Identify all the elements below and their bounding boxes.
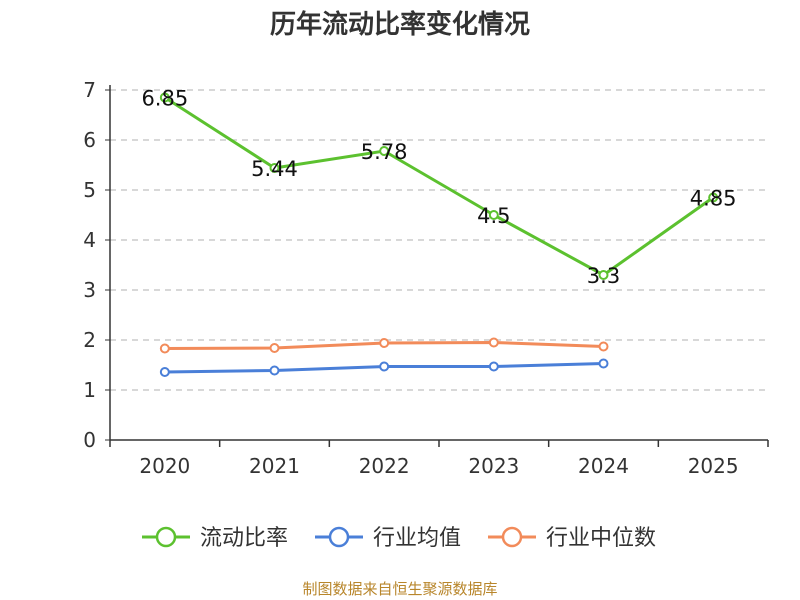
data-point — [269, 365, 280, 376]
data-point — [159, 343, 170, 354]
data-label: 5.78 — [361, 140, 408, 164]
y-tick-label: 6 — [83, 128, 96, 152]
y-tick-label: 3 — [83, 278, 96, 302]
data-point — [159, 92, 170, 103]
legend-label: 行业中位数 — [546, 526, 656, 551]
footer-source: 制图数据来自恒生聚源数据库 — [302, 580, 498, 598]
x-tick-label: 2020 — [139, 454, 190, 478]
legend-swatch-marker — [328, 526, 350, 548]
data-point — [379, 361, 390, 372]
x-tick-label: 2024 — [578, 454, 629, 478]
series-lines — [159, 92, 719, 377]
grid-lines — [110, 89, 768, 391]
data-label: 5.44 — [251, 157, 298, 181]
x-tick-label: 2025 — [688, 454, 739, 478]
data-point — [269, 163, 280, 173]
data-point — [598, 358, 609, 369]
data-labels: 6.85 5.44 5.78 4.5 3.3 4.85 — [141, 87, 736, 289]
y-tick-label: 0 — [83, 428, 96, 452]
data-label: 6.85 — [141, 87, 188, 111]
chart-title: 历年流动比率变化情况 — [269, 10, 530, 40]
data-point — [379, 146, 390, 156]
legend-label: 行业均值 — [373, 526, 461, 551]
data-point — [598, 341, 609, 352]
legend: 流动比率 行业均值 行业中位数 — [142, 526, 656, 551]
x-tick-label: 2022 — [359, 454, 410, 478]
x-tick-label: 2021 — [249, 454, 300, 478]
y-tick-label: 1 — [83, 378, 96, 402]
legend-swatch-marker — [155, 526, 177, 548]
data-point — [488, 210, 499, 220]
data-point — [598, 270, 609, 280]
series-line-0 — [164, 96, 715, 277]
legend-item-0[interactable]: 流动比率 — [142, 526, 288, 551]
data-point — [488, 361, 499, 372]
y-tick-label: 2 — [83, 328, 96, 352]
legend-item-2[interactable]: 行业中位数 — [488, 526, 656, 551]
data-point — [269, 343, 280, 353]
legend-item-1[interactable]: 行业均值 — [315, 526, 461, 551]
data-point — [159, 367, 170, 377]
legend-swatch-marker — [501, 526, 523, 548]
data-point — [379, 338, 390, 348]
y-tick-label: 7 — [83, 78, 96, 102]
data-label: 4.85 — [690, 187, 737, 211]
y-tick-label: 5 — [83, 178, 96, 202]
axes: 0 1 2 3 4 5 6 7 2020 2021 2022 2023 2024 2025 — [83, 78, 769, 478]
data-point — [708, 192, 719, 203]
legend-label: 流动比率 — [200, 526, 288, 551]
data-point — [488, 337, 499, 348]
y-tick-label: 4 — [83, 228, 96, 252]
x-tick-label: 2023 — [468, 454, 519, 478]
data-label: 4.5 — [477, 204, 510, 228]
data-label: 3.3 — [587, 264, 620, 288]
